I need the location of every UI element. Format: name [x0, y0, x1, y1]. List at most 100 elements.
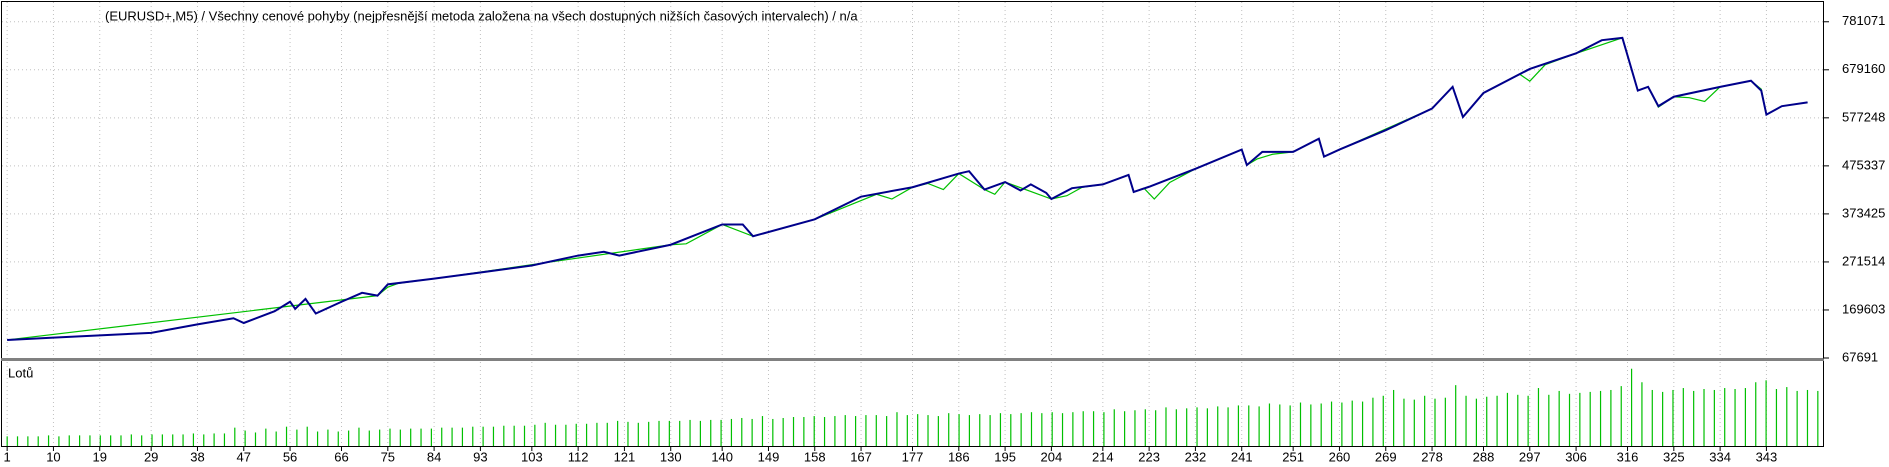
lot-bar [689, 419, 691, 446]
lot-bar [627, 421, 629, 446]
lot-bar [999, 413, 1002, 446]
lot-bar [1662, 391, 1664, 446]
y-tick-label: 475337 [1842, 157, 1885, 172]
x-tick-label: 251 [1282, 449, 1304, 464]
lot-bar [1155, 410, 1157, 446]
lot-bar [1589, 391, 1591, 446]
lot-bar [1330, 401, 1333, 446]
lot-bar [120, 435, 122, 446]
lot-bar [648, 421, 650, 446]
lot-bar [813, 416, 815, 446]
x-tick-label: 214 [1092, 449, 1114, 464]
lot-bar [668, 420, 670, 446]
lot-bar [534, 424, 536, 446]
lot-bar [151, 434, 153, 446]
x-tick-label: 66 [334, 449, 348, 464]
x-tick-label: 158 [804, 449, 826, 464]
lot-bar [348, 430, 350, 446]
lot-bar [948, 413, 950, 446]
lot-bar [141, 435, 143, 446]
lot-bar [1744, 388, 1747, 446]
lot-bar [513, 425, 515, 446]
lot-bar [1289, 405, 1291, 446]
lot-bar [1382, 395, 1384, 446]
lot-bar [6, 436, 8, 446]
lot-bar [792, 417, 795, 446]
lot-bar [316, 431, 319, 446]
y-tick-label: 169603 [1842, 301, 1885, 316]
lot-bar [782, 417, 784, 446]
lot-bar [358, 427, 360, 446]
lot-bar [1548, 394, 1550, 446]
lot-bar [1703, 389, 1705, 446]
x-tick-label: 177 [902, 449, 924, 464]
x-tick-label: 232 [1185, 449, 1207, 464]
x-tick-label: 288 [1473, 449, 1495, 464]
lot-bar [906, 415, 908, 446]
lot-bar [275, 431, 277, 446]
x-tick-label: 75 [381, 449, 395, 464]
lot-bar [1113, 409, 1115, 446]
lot-bar [844, 415, 846, 446]
lot-bar [1061, 413, 1064, 446]
lot-bar [865, 415, 867, 446]
lot-bar [968, 415, 971, 446]
x-tick-label: 10 [46, 449, 60, 464]
lot-bar [803, 417, 805, 446]
lot-bar [68, 435, 70, 446]
y-tick-label: 271514 [1842, 253, 1885, 268]
lot-bar [1558, 390, 1560, 446]
lot-bar [1786, 387, 1788, 446]
lot-bar [389, 428, 391, 446]
lot-bar [761, 416, 764, 446]
lot-bar [420, 428, 422, 446]
lot-bar [1165, 407, 1167, 446]
grid [2, 2, 1823, 446]
lot-bar [1144, 409, 1146, 446]
x-tick-label: 38 [190, 449, 204, 464]
lot-bar [544, 422, 546, 446]
lot-bar [1444, 397, 1446, 446]
lot-bar [1175, 409, 1177, 446]
x-tick-label: 334 [1709, 449, 1731, 464]
lot-bar [1051, 412, 1053, 446]
lot-bar [1299, 402, 1302, 446]
lot-bar [1641, 382, 1643, 446]
lot-bar [1475, 398, 1477, 446]
lot-bar [979, 414, 981, 446]
lot-bar [1713, 389, 1715, 446]
lot-bar [1755, 382, 1757, 446]
lot-bar [1361, 401, 1364, 446]
lot-bar [503, 425, 505, 446]
lot-bar [37, 436, 39, 446]
lot-bar [1537, 388, 1540, 446]
y-tick-label: 373425 [1842, 205, 1885, 220]
lot-bar [254, 432, 257, 446]
lot-bar [1072, 412, 1074, 446]
x-tick-label: 195 [994, 449, 1016, 464]
lot-bar [265, 428, 267, 446]
lot-bar [327, 429, 329, 446]
lot-bar [741, 417, 743, 446]
lot-bar [958, 414, 960, 446]
y-tick-label: 781071 [1842, 13, 1885, 28]
x-tick-label: 241 [1231, 449, 1253, 464]
lot-bar [1341, 402, 1343, 446]
lot-bar [1734, 389, 1736, 446]
lot-bar [1693, 390, 1695, 446]
lot-bar [875, 415, 877, 446]
lot-bar [1672, 389, 1674, 446]
lot-bar [1775, 389, 1778, 446]
x-tick-label: 223 [1138, 449, 1160, 464]
x-tick-label: 343 [1756, 449, 1778, 464]
x-tick-label: 167 [850, 449, 872, 464]
x-tick-label: 316 [1617, 449, 1639, 464]
x-tick-label: 29 [144, 449, 158, 464]
marks [6, 36, 1819, 446]
lot-bar [1465, 395, 1467, 446]
y-tick-label: 577248 [1842, 109, 1885, 124]
lot-bar [337, 431, 339, 446]
lot-bar [937, 416, 939, 446]
lot-bar [461, 427, 464, 446]
lot-bar [1030, 412, 1033, 446]
